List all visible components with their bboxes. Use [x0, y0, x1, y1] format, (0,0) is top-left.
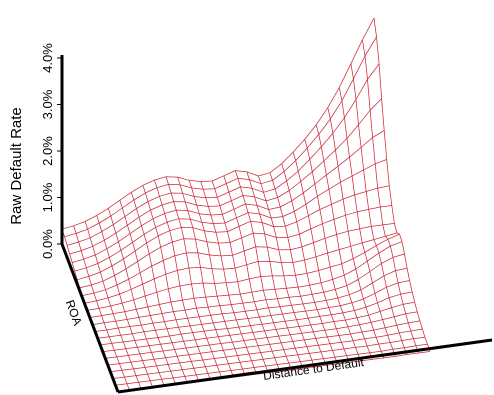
surface-row-line: [92, 253, 405, 326]
surface-row-line: [69, 98, 382, 255]
surface-row-line: [77, 185, 390, 281]
z-tick-label: 0.0%: [40, 229, 55, 259]
surface-row-line: [97, 280, 410, 339]
surface-column-line: [73, 225, 130, 391]
z-tick-label: 3.0%: [40, 89, 55, 119]
surface-row-line: [100, 291, 413, 346]
surface-row-line: [115, 343, 428, 386]
surface-row-line: [84, 232, 398, 304]
surface-column-line: [350, 63, 408, 355]
surface-row-line: [64, 36, 377, 238]
surface-row-line: [82, 223, 395, 296]
roa-axis-line: [60, 243, 120, 393]
surface-row-line: [89, 241, 403, 318]
z-tick-label: 1.0%: [40, 182, 55, 212]
surface-row-line: [72, 130, 385, 263]
roa-axis-title: ROA: [63, 298, 85, 327]
surface-row-line: [112, 336, 425, 379]
surface-column-line: [119, 200, 177, 385]
surface-column-line: [165, 176, 223, 379]
surface-row-line: [107, 320, 420, 366]
surface-row-line: [102, 301, 415, 352]
surface-row-line: [66, 63, 380, 246]
surface-column-line: [258, 175, 315, 367]
surface-column-line: [211, 180, 269, 373]
surface-column-line: [269, 172, 327, 366]
surface-column-line: [96, 215, 154, 388]
surface-column-line: [188, 180, 246, 376]
surface-column-line: [304, 139, 362, 362]
surface-column-line: [107, 208, 165, 387]
surface-row-line: [74, 159, 387, 272]
surface-column-line: [177, 176, 234, 378]
surface-column-line: [200, 181, 258, 375]
surface-column-line: [223, 175, 281, 372]
surface-column-line: [281, 163, 338, 365]
surface-row-line: [110, 328, 423, 373]
chart-axes: [60, 55, 493, 394]
surface-row-line: [79, 205, 392, 289]
z-axis-ticks: 0.0% 1.0% 2.0% 3.0% 4.0%: [40, 43, 62, 259]
surface-column-line: [234, 170, 292, 370]
z-tick-label: 2.0%: [40, 136, 55, 166]
surface-column-line: [338, 87, 396, 357]
surface-column-line: [315, 124, 373, 360]
surface-column-line: [373, 17, 431, 352]
surface-row-line: [95, 267, 408, 332]
surface-row-line: [61, 17, 375, 230]
surface-mesh: [61, 17, 431, 393]
distance-axis-title: Distance to Default: [262, 355, 365, 383]
surface-column-line: [362, 39, 419, 354]
z-tick-label: 4.0%: [40, 43, 55, 73]
surface-column-line: [154, 179, 211, 381]
surface-column-line: [292, 151, 350, 363]
surface-column-line: [130, 192, 188, 384]
surface-column-line: [142, 185, 200, 382]
surface-row-line: [87, 233, 400, 311]
surface-column-line: [246, 171, 304, 369]
surface-column-line: [84, 221, 142, 390]
distance-axis-line: [117, 338, 493, 394]
surface-row-line: [105, 311, 418, 359]
surface-column-line: [327, 107, 385, 359]
z-axis-title: Raw Default Rate: [8, 107, 25, 225]
